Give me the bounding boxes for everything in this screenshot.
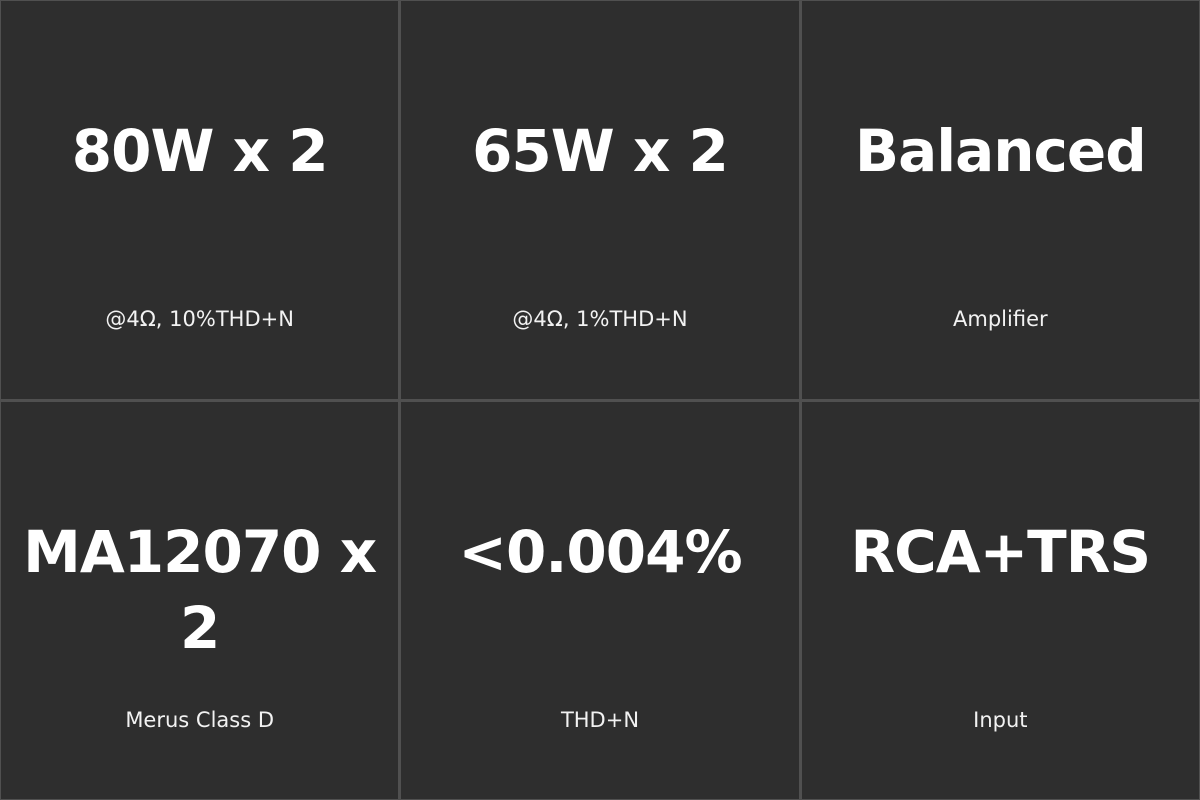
spec-card-power-10thd: 80W x 2 @4Ω, 10%THD+N	[1, 1, 399, 399]
spec-value: <0.004%	[458, 517, 742, 586]
spec-card-chip: MA12070 x 2 Merus Class D	[1, 401, 399, 799]
spec-card-input: RCA+TRS Input	[801, 401, 1199, 799]
spec-card-thd: <0.004% THD+N	[401, 401, 799, 799]
spec-label: Merus Class D	[125, 707, 275, 732]
spec-label: Amplifier	[953, 307, 1048, 331]
spec-value: Balanced	[854, 117, 1147, 185]
spec-card-amplifier-type: Balanced Amplifier	[801, 1, 1199, 399]
spec-label: Input	[973, 707, 1028, 732]
spec-value: 80W x 2	[71, 117, 329, 185]
spec-label: @4Ω, 1%THD+N	[512, 307, 688, 331]
spec-value: 65W x 2	[472, 117, 729, 185]
spec-card-power-1thd: 65W x 2 @4Ω, 1%THD+N	[401, 1, 799, 399]
spec-value: MA12070 x 2	[23, 517, 377, 662]
spec-value: RCA+TRS	[850, 517, 1151, 586]
spec-label: @4Ω, 10%THD+N	[105, 307, 294, 331]
spec-label: THD+N	[560, 707, 640, 732]
